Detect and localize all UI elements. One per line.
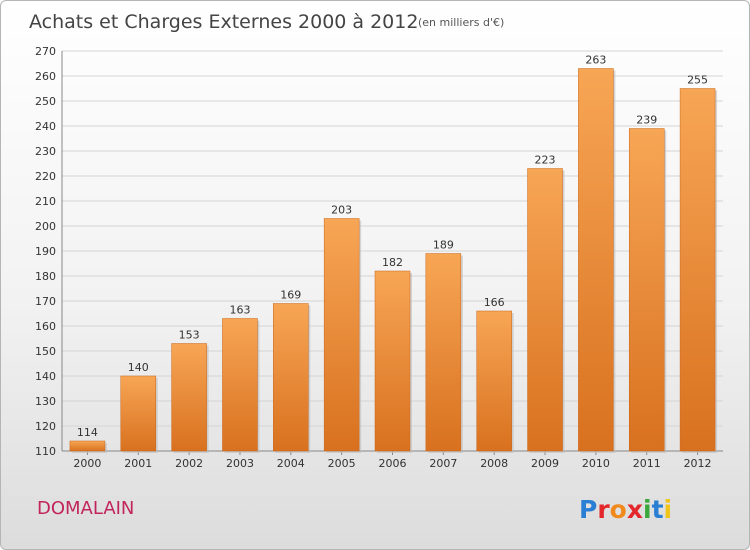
bar xyxy=(222,318,258,452)
y-tick-label: 120 xyxy=(35,420,56,433)
x-tick-label: 2006 xyxy=(379,457,407,470)
x-tick-label: 2010 xyxy=(582,457,610,470)
data-label: 169 xyxy=(280,289,301,302)
y-tick-label: 260 xyxy=(35,70,56,83)
data-label: 153 xyxy=(179,329,200,342)
y-tick-label: 110 xyxy=(35,445,56,458)
y-tick-label: 230 xyxy=(35,145,56,158)
y-tick-label: 250 xyxy=(35,95,56,108)
bar xyxy=(374,270,411,452)
y-tick-label: 190 xyxy=(35,245,56,258)
x-tick-label: 2009 xyxy=(531,457,559,470)
bar xyxy=(120,375,157,452)
data-label: 189 xyxy=(433,239,454,252)
data-label: 263 xyxy=(585,54,606,67)
x-tick-label: 2001 xyxy=(124,457,152,470)
x-tick-label: 2007 xyxy=(429,457,457,470)
y-tick-label: 130 xyxy=(35,395,56,408)
y-tick-label: 150 xyxy=(35,345,56,358)
y-tick-label: 210 xyxy=(35,195,56,208)
bar xyxy=(273,303,309,452)
brand-letter: i xyxy=(664,495,673,524)
data-label: 163 xyxy=(229,304,250,317)
x-tick-label: 2008 xyxy=(480,457,508,470)
y-tick-label: 140 xyxy=(35,370,56,383)
bar xyxy=(323,218,360,452)
data-label: 239 xyxy=(636,114,657,127)
x-tick-label: 2003 xyxy=(226,457,254,470)
x-tick-label: 2004 xyxy=(277,457,305,470)
y-tick-label: 240 xyxy=(35,120,56,133)
x-tick-label: 2012 xyxy=(684,457,712,470)
bar xyxy=(425,253,462,452)
x-tick-label: 2002 xyxy=(175,457,203,470)
data-label: 166 xyxy=(484,296,505,309)
bar xyxy=(69,440,106,452)
bar xyxy=(476,310,512,452)
bar xyxy=(527,168,563,452)
x-tick-label: 2005 xyxy=(328,457,356,470)
chart-title: Achats et Charges Externes 2000 à 2012 xyxy=(29,11,418,33)
brand-letter: P xyxy=(579,495,597,524)
y-tick-label: 160 xyxy=(35,320,56,333)
bar xyxy=(578,68,614,452)
brand-letter: x xyxy=(627,495,643,524)
bar xyxy=(628,128,665,452)
bar xyxy=(171,343,207,452)
brand-letter: i xyxy=(643,495,652,524)
proxiti-logo: Proxiti xyxy=(579,495,672,524)
data-label: 140 xyxy=(128,361,149,374)
svg-text:Proxiti: Proxiti xyxy=(579,495,672,524)
commune-name: DOMALAIN xyxy=(37,498,134,519)
x-tick-label: 2011 xyxy=(633,457,661,470)
data-label: 255 xyxy=(687,74,708,87)
bars xyxy=(69,68,718,453)
y-tick-label: 220 xyxy=(35,170,56,183)
y-tick-label: 170 xyxy=(35,295,56,308)
x-tick-label: 2000 xyxy=(73,457,101,470)
labels: 110 120 130 140 150 160 170 180 190 200 210 220 230 2… xyxy=(35,45,712,470)
data-label: 223 xyxy=(535,154,556,167)
y-tick-label: 180 xyxy=(35,270,56,283)
y-tick-label: 200 xyxy=(35,220,56,233)
chart-subtitle: (en milliers d'€) xyxy=(418,16,504,29)
data-label: 203 xyxy=(331,204,352,217)
data-label: 114 xyxy=(77,426,98,439)
brand-letter: r xyxy=(597,495,610,524)
y-tick-label: 270 xyxy=(35,45,56,58)
bar xyxy=(679,88,716,452)
brand-letter: t xyxy=(652,495,664,524)
brand-letter: o xyxy=(610,495,627,524)
data-label: 182 xyxy=(382,256,403,269)
